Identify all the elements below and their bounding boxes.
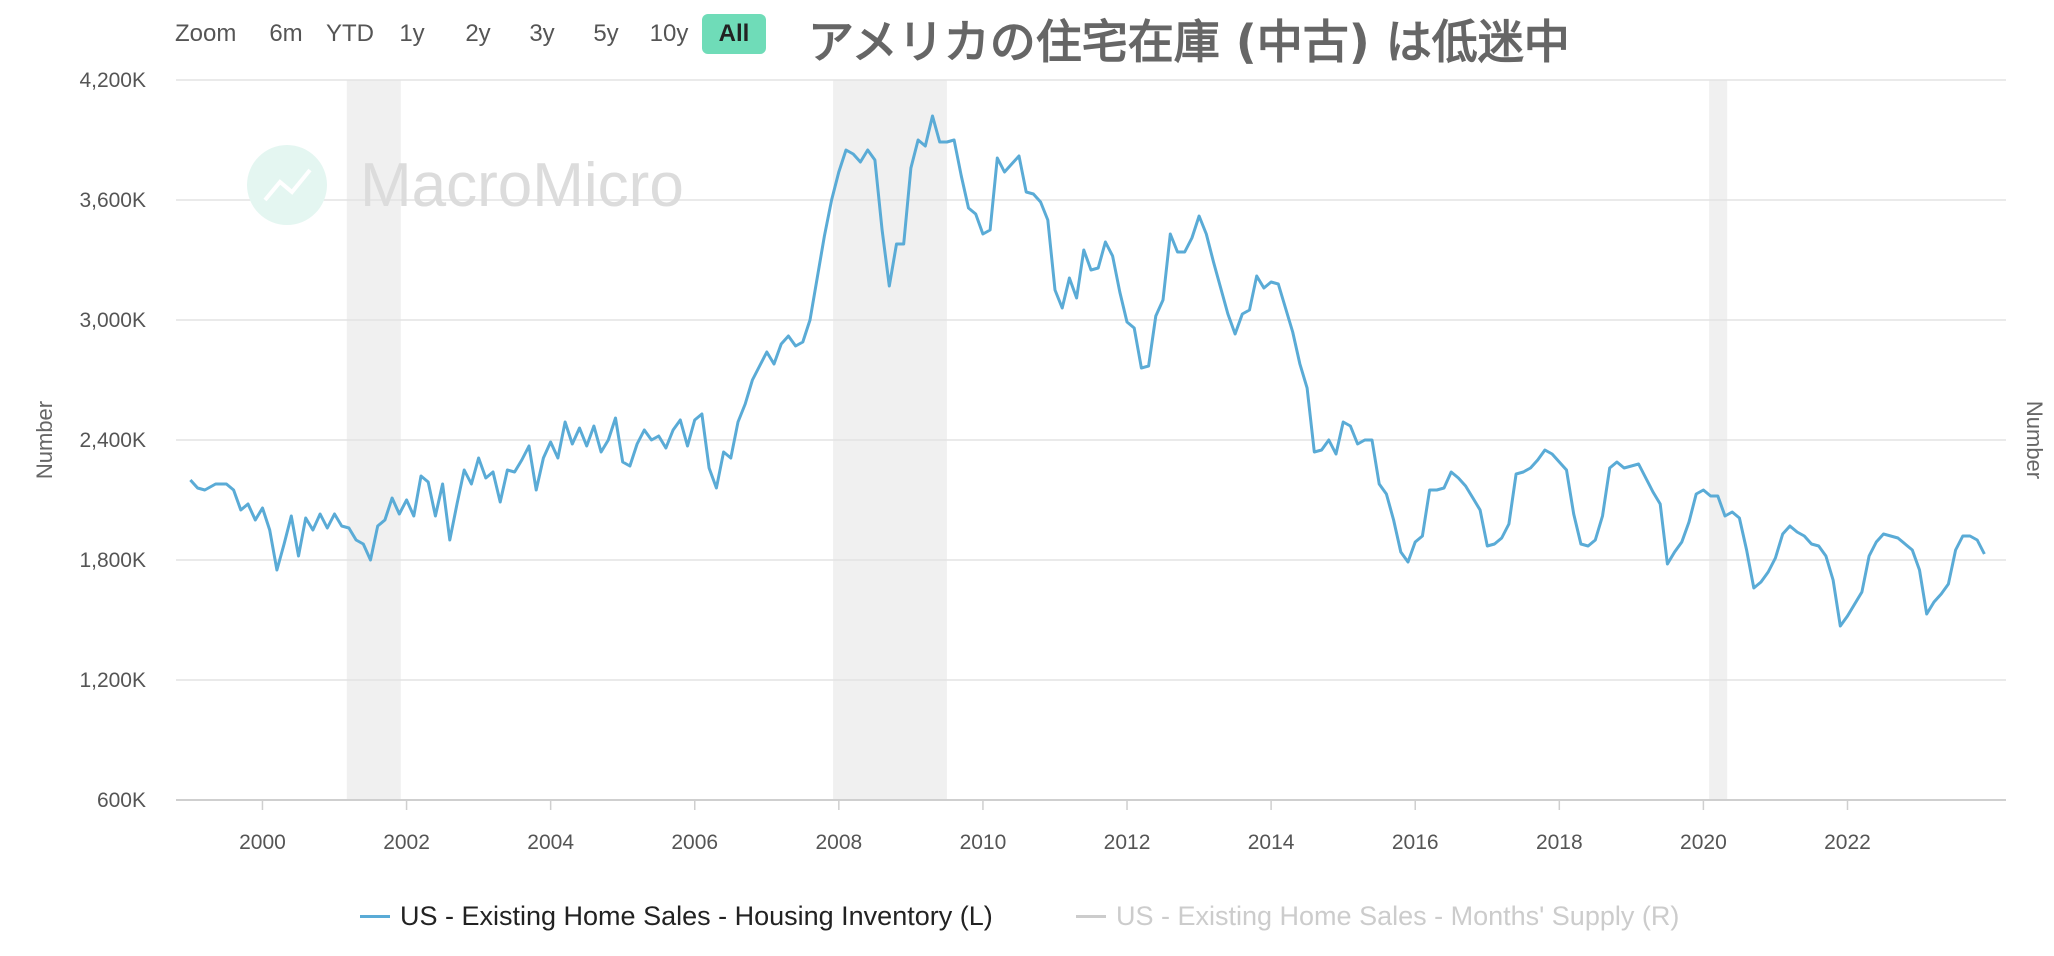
x-tick-label: 2022 xyxy=(1824,831,1871,854)
x-tick-label: 2000 xyxy=(239,831,286,854)
zoom-label: Zoom xyxy=(175,20,237,47)
watermark-logo-circle xyxy=(247,145,327,225)
series-line[interactable] xyxy=(189,114,1986,628)
x-tick-label: 2010 xyxy=(960,831,1007,854)
x-tick-label: 2018 xyxy=(1536,831,1583,854)
y-tick-label: 3,000K xyxy=(79,309,146,332)
legend-swatch-housing-inventory xyxy=(360,914,390,918)
legend-label-housing-inventory: US - Existing Home Sales - Housing Inven… xyxy=(400,900,993,931)
y-tick-label: 2,400K xyxy=(79,429,146,452)
legend-swatch-months-supply xyxy=(1076,914,1106,918)
x-tick-label: 2016 xyxy=(1392,831,1439,854)
y-tick-label: 600K xyxy=(97,789,146,812)
y-tick-label: 1,200K xyxy=(79,669,146,692)
chart-title: アメリカの住宅在庫 (中古) は低迷中 xyxy=(808,15,1570,69)
y-tick-label: 3,600K xyxy=(79,189,146,212)
y-axis-title-left: Number xyxy=(32,401,57,479)
y-tick-label: 4,200K xyxy=(79,69,146,92)
x-tick-label: 2020 xyxy=(1680,831,1727,854)
y-tick-label: 1,800K xyxy=(79,549,146,572)
zoom-3y-button[interactable]: 3y xyxy=(529,20,555,47)
legend-item-housing-inventory[interactable]: US - Existing Home Sales - Housing Inven… xyxy=(360,898,993,934)
zoom-1y-button[interactable]: 1y xyxy=(399,20,425,47)
series-housing-inventory[interactable] xyxy=(189,114,1986,628)
zoom-all-button[interactable]: All xyxy=(702,14,766,54)
zoom-10y-button[interactable]: 10y xyxy=(649,20,689,47)
zoom-5y-button[interactable]: 5y xyxy=(593,20,619,47)
grid-lines xyxy=(176,79,2006,801)
zoom-6m-button[interactable]: 6m xyxy=(269,20,303,47)
zoom-2y-button[interactable]: 2y xyxy=(465,20,491,47)
watermark-brand: MacroMicro xyxy=(360,151,684,220)
x-tick-label: 2008 xyxy=(815,831,862,854)
x-axis-labels: 2000 2002 2004 2006 2008 2010 2012 2014 2016 2018… xyxy=(239,800,1871,854)
watermark-logo-mark xyxy=(263,168,312,202)
y-axis-title-right: Number xyxy=(2022,401,2047,479)
x-tick-label: 2002 xyxy=(383,831,430,854)
y-axis-labels: 600K 1,200K 1,800K 2,400K 3,000K 3,600K 4,200K xyxy=(79,69,146,812)
x-tick-label: 2004 xyxy=(527,831,574,854)
legend-item-months-supply[interactable]: US - Existing Home Sales - Months' Suppl… xyxy=(1076,898,1679,934)
watermark-logo xyxy=(247,145,327,225)
x-tick-label: 2012 xyxy=(1104,831,1151,854)
legend-label-months-supply: US - Existing Home Sales - Months' Suppl… xyxy=(1116,900,1680,931)
x-tick-label: 2014 xyxy=(1248,831,1295,854)
zoom-ytd-button[interactable]: YTD xyxy=(326,20,374,47)
x-tick-label: 2006 xyxy=(671,831,718,854)
